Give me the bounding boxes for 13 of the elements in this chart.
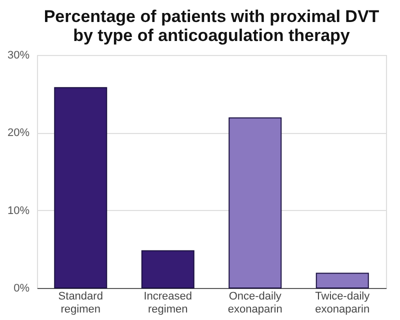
- bar: [54, 87, 108, 288]
- bar: [141, 250, 194, 288]
- bar: [228, 117, 282, 288]
- x-tick-label: Once-daily exonaparin: [228, 290, 282, 316]
- y-tick-label: 0%: [14, 282, 30, 294]
- y-tick-label: 10%: [7, 204, 30, 217]
- y-tick-label: 30%: [7, 50, 30, 62]
- y-tick-label: 20%: [7, 127, 30, 140]
- bar: [316, 272, 369, 288]
- x-tick-label: Increased regimen: [144, 290, 192, 316]
- x-tick-label: Twice-daily exonaparin: [315, 290, 370, 316]
- x-tick-label: Standard regimen: [58, 290, 103, 316]
- chart-title: Percentage of patients with proximal DVT by type of anticoagulation therapy: [44, 7, 380, 45]
